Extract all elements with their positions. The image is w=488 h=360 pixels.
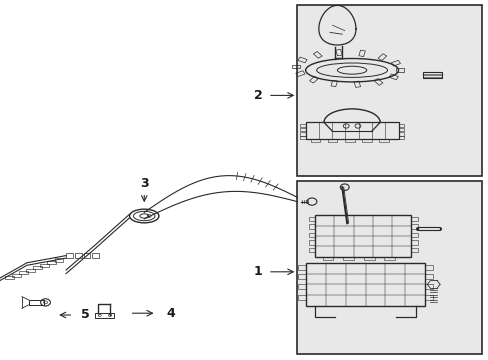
Bar <box>353 81 360 87</box>
Bar <box>305 122 398 139</box>
Bar <box>298 295 305 300</box>
Bar <box>19 271 28 274</box>
Bar <box>308 248 315 252</box>
Bar <box>299 128 305 131</box>
Bar <box>292 65 300 68</box>
Bar <box>384 257 394 260</box>
Bar <box>305 263 425 306</box>
Bar <box>377 54 386 60</box>
Bar <box>343 257 353 260</box>
Bar <box>295 71 305 77</box>
Bar <box>363 257 374 260</box>
Bar <box>410 248 417 252</box>
Bar <box>335 49 342 56</box>
Bar <box>299 132 305 136</box>
Bar <box>75 253 81 258</box>
Bar <box>425 274 432 279</box>
Bar <box>361 139 371 142</box>
Bar <box>298 284 305 289</box>
Bar <box>378 139 388 142</box>
Bar <box>12 274 20 277</box>
Bar <box>308 240 315 245</box>
Bar <box>83 253 90 258</box>
Bar <box>410 217 417 221</box>
Bar <box>322 257 333 260</box>
Bar <box>425 265 432 270</box>
Bar <box>297 57 306 63</box>
Bar <box>398 136 404 139</box>
Bar <box>410 233 417 237</box>
Text: 3: 3 <box>140 177 148 190</box>
Bar <box>398 132 404 136</box>
Bar <box>308 233 315 237</box>
Bar <box>299 124 305 127</box>
Bar <box>398 124 404 127</box>
Bar <box>308 224 315 229</box>
Text: 2: 2 <box>253 89 262 102</box>
Bar <box>425 284 432 289</box>
Bar <box>358 50 365 57</box>
Bar <box>95 313 114 318</box>
Bar <box>33 266 42 269</box>
Bar <box>309 76 318 83</box>
Bar <box>297 5 481 176</box>
Bar <box>344 139 354 142</box>
Bar <box>310 139 320 142</box>
Bar <box>395 68 403 72</box>
Bar <box>5 276 14 279</box>
Bar <box>313 51 322 58</box>
Bar <box>298 265 305 270</box>
Bar <box>297 181 481 354</box>
Bar <box>299 136 305 139</box>
Text: 5: 5 <box>81 309 90 321</box>
Bar <box>327 139 337 142</box>
Bar <box>66 253 73 258</box>
Bar <box>298 274 305 279</box>
Text: 4: 4 <box>166 307 175 320</box>
Bar <box>92 253 99 258</box>
Bar <box>47 261 56 264</box>
Bar <box>315 215 410 257</box>
Text: 1: 1 <box>253 265 262 278</box>
Bar <box>29 300 44 305</box>
Bar <box>373 78 382 85</box>
Bar <box>398 128 404 131</box>
Bar <box>388 74 398 80</box>
Bar <box>330 80 337 87</box>
Bar <box>54 258 63 262</box>
Bar <box>410 224 417 229</box>
Bar <box>308 217 315 221</box>
Bar <box>40 264 49 267</box>
Bar <box>410 240 417 245</box>
Bar <box>422 72 441 78</box>
Bar <box>26 269 35 272</box>
Bar <box>425 295 432 300</box>
Bar <box>390 60 400 66</box>
